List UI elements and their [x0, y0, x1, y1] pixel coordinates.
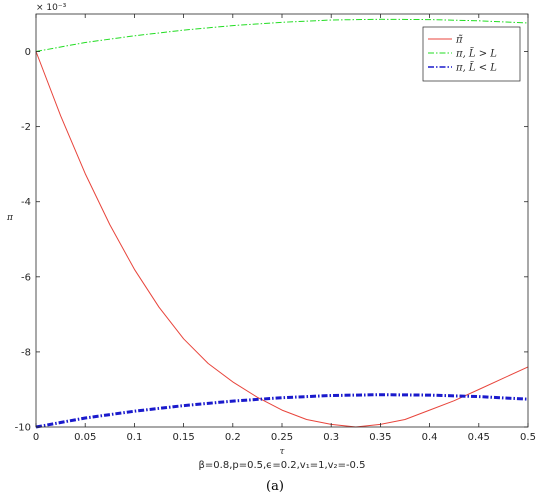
legend-label: π̃: [455, 35, 463, 46]
legend-items: π̃ π, L̃ > L π, L̃ < L: [428, 35, 497, 74]
x-tick-label: 0.4: [422, 432, 438, 443]
x-tick-label: 0.25: [271, 432, 293, 443]
y-tick-label: -2: [21, 122, 31, 133]
legend-box: [422, 26, 521, 82]
y-tick-label: -10: [15, 423, 31, 434]
legend: π̃ π, L̃ > L π, L̃ < L: [422, 26, 521, 82]
x-axis: 0 0.05 0.1 0.15 0.2 0.25 0.3 0.35 0.4 0.45 0.5: [33, 14, 536, 443]
legend-label: π, L̃ < L: [455, 62, 497, 74]
series-line: [35, 51, 529, 428]
series-line: [35, 18, 529, 52]
x-tick-label: 0.2: [225, 432, 241, 443]
legend-label: π, L̃ > L: [455, 48, 497, 60]
x-tick-label: 0.45: [468, 432, 490, 443]
y-axis: -10 -8 -6 -4 -2 0: [15, 47, 528, 434]
plot-area: [36, 14, 528, 427]
x-tick-label: 0.35: [369, 432, 391, 443]
x-tick-label: 0.1: [126, 432, 142, 443]
y-tick-label: 0: [25, 47, 31, 58]
parameter-annotation: β=0.8,p=0.5,ϵ=0.2,v₁=1,v₂=-0.5: [199, 460, 366, 471]
x-tick-label: 0.15: [172, 432, 194, 443]
x-tick-label: 0.5: [520, 432, 536, 443]
series-line: [35, 393, 529, 429]
x-tick-label: 0: [33, 432, 39, 443]
figure-caption: (a): [266, 479, 284, 494]
y-axis-label: π: [6, 213, 14, 223]
y-tick-label: -8: [21, 347, 31, 358]
series-layer: [35, 18, 529, 429]
y-exponent-label: × 10⁻³: [36, 3, 67, 13]
x-axis-label: τ: [280, 447, 286, 457]
x-tick-label: 0.05: [74, 432, 96, 443]
x-tick-label: 0.3: [323, 432, 339, 443]
y-tick-label: -6: [21, 272, 31, 283]
y-tick-label: -4: [21, 197, 31, 208]
